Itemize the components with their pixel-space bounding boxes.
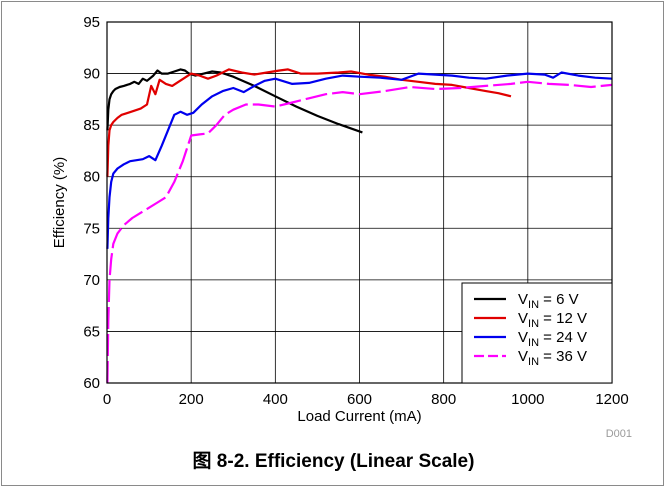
series-line xyxy=(106,71,613,249)
series-line xyxy=(106,68,363,134)
x-tick-label: 200 xyxy=(179,391,204,408)
x-axis-title: Load Current (mA) xyxy=(297,408,421,425)
x-tick-label: 1000 xyxy=(511,391,544,408)
y-tick-label: 65 xyxy=(83,323,100,340)
x-tick-label: 400 xyxy=(263,391,288,408)
x-tick-label: 1200 xyxy=(595,391,628,408)
series-line xyxy=(106,68,512,177)
figure-code: D001 xyxy=(606,428,632,440)
y-tick-label: 85 xyxy=(83,117,100,134)
y-axis-title: Efficiency (%) xyxy=(51,157,68,248)
series-line xyxy=(106,80,613,384)
y-tick-label: 90 xyxy=(83,66,100,83)
x-tick-label: 800 xyxy=(431,391,456,408)
legend-label: VIN = 12 V xyxy=(518,310,587,330)
legend-label: VIN = 36 V xyxy=(518,348,587,368)
y-tick-label: 60 xyxy=(83,375,100,392)
efficiency-chart: 0 200 400 600 800 1000 1200 60 65 70 75 80 85 90 95 Lo… xyxy=(51,14,632,440)
y-tick-label: 75 xyxy=(83,220,100,237)
y-tick-label: 95 xyxy=(83,14,100,31)
legend-label: VIN = 6 V xyxy=(518,291,579,311)
series-lines xyxy=(106,68,613,384)
figure-caption: 图 8-2. Efficiency (Linear Scale) xyxy=(192,451,475,472)
x-tick-label: 600 xyxy=(347,391,372,408)
legend-label: VIN = 24 V xyxy=(518,329,587,349)
plot-border xyxy=(106,21,613,384)
y-tick-label: 70 xyxy=(83,272,100,289)
y-tick-label: 80 xyxy=(83,169,100,186)
tick-labels: 0 200 400 600 800 1000 1200 60 65 70 75 80 85 90 95 xyxy=(83,14,628,408)
x-tick-label: 0 xyxy=(103,391,111,408)
